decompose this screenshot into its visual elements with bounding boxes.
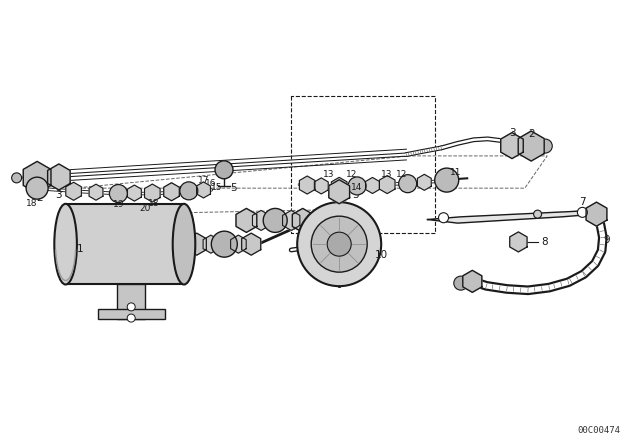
Bar [98, 309, 165, 319]
Text: 20: 20 [140, 204, 151, 213]
Polygon shape [196, 182, 211, 198]
Text: 3: 3 [509, 128, 515, 138]
Text: 13: 13 [381, 170, 392, 179]
Text: 18: 18 [26, 199, 38, 208]
Text: 2: 2 [36, 193, 43, 202]
Ellipse shape [54, 204, 77, 284]
Circle shape [297, 202, 381, 286]
Text: 6: 6 [330, 256, 336, 266]
Bar [66, 204, 184, 284]
Circle shape [348, 177, 366, 195]
Polygon shape [518, 131, 544, 161]
Text: 12: 12 [396, 170, 407, 179]
Text: 3: 3 [56, 190, 62, 200]
Circle shape [211, 231, 237, 257]
Polygon shape [365, 177, 380, 194]
Text: 1: 1 [77, 244, 83, 254]
Polygon shape [586, 202, 607, 226]
Circle shape [26, 177, 48, 199]
Circle shape [263, 208, 287, 233]
Circle shape [127, 314, 135, 322]
Circle shape [577, 207, 588, 217]
Polygon shape [282, 211, 300, 230]
Polygon shape [23, 161, 51, 194]
Text: 10: 10 [374, 250, 388, 260]
Polygon shape [509, 232, 527, 252]
Text: 3: 3 [352, 190, 358, 200]
Text: 4: 4 [176, 186, 182, 196]
Text: 14: 14 [351, 183, 362, 192]
Ellipse shape [173, 204, 195, 284]
Polygon shape [300, 176, 315, 194]
Text: 00C00474: 00C00474 [578, 426, 621, 435]
Circle shape [311, 216, 367, 272]
Text: 6: 6 [352, 210, 358, 220]
Polygon shape [188, 233, 206, 255]
Polygon shape [145, 184, 160, 202]
Polygon shape [463, 270, 482, 293]
Circle shape [127, 303, 135, 311]
Text: 2: 2 [528, 129, 534, 139]
Polygon shape [329, 180, 349, 204]
Text: 12: 12 [346, 170, 357, 179]
Circle shape [12, 173, 22, 183]
Polygon shape [314, 178, 328, 194]
Polygon shape [428, 210, 598, 223]
Polygon shape [203, 235, 219, 253]
Polygon shape [380, 176, 395, 194]
Circle shape [327, 232, 351, 256]
Text: 18: 18 [148, 199, 159, 208]
Polygon shape [66, 182, 81, 200]
Text: 7: 7 [579, 197, 586, 207]
Text: 11: 11 [450, 168, 461, 177]
Bar [117, 284, 145, 319]
Polygon shape [242, 233, 260, 255]
Polygon shape [500, 133, 524, 159]
Polygon shape [236, 208, 257, 233]
Polygon shape [417, 174, 431, 190]
Circle shape [534, 210, 541, 218]
Circle shape [438, 213, 449, 223]
Text: 19: 19 [113, 200, 124, 209]
Polygon shape [252, 211, 270, 230]
Circle shape [215, 161, 233, 179]
Text: 8: 8 [541, 237, 547, 247]
Text: 9: 9 [603, 235, 609, 245]
Text: 16: 16 [205, 179, 216, 188]
Circle shape [109, 185, 127, 202]
Polygon shape [230, 235, 246, 253]
Text: 17: 17 [198, 176, 210, 185]
Circle shape [435, 168, 459, 192]
Circle shape [399, 175, 417, 193]
Text: 2: 2 [352, 184, 358, 194]
Polygon shape [292, 208, 313, 233]
Polygon shape [127, 185, 141, 201]
Polygon shape [89, 184, 103, 200]
Text: 5: 5 [230, 183, 237, 193]
Text: 15: 15 [211, 183, 223, 192]
Circle shape [538, 139, 552, 153]
Text: 13: 13 [323, 170, 334, 179]
Polygon shape [164, 183, 179, 201]
Polygon shape [332, 177, 347, 195]
Circle shape [180, 182, 198, 200]
Polygon shape [47, 164, 70, 190]
Circle shape [454, 276, 468, 290]
